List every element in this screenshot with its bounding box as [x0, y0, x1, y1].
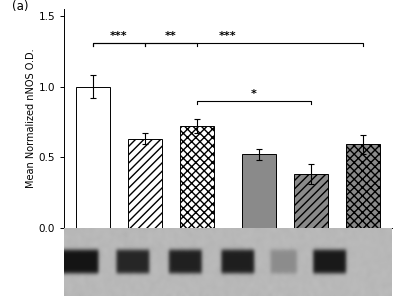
- Bar: [242, 154, 276, 228]
- Text: *: *: [251, 89, 257, 99]
- Bar: [128, 139, 162, 228]
- Bar: [294, 174, 328, 228]
- Bar: [346, 144, 380, 228]
- Text: NE: NE: [304, 280, 318, 290]
- Text: **: **: [165, 31, 177, 41]
- Y-axis label: Mean Normalized nNOS O.D.: Mean Normalized nNOS O.D.: [26, 49, 36, 188]
- Bar: [180, 126, 214, 228]
- Text: ***: ***: [219, 31, 237, 41]
- Bar: [76, 87, 110, 228]
- Text: (a): (a): [12, 0, 28, 13]
- Text: ***: ***: [110, 31, 128, 41]
- Text: Veh: Veh: [135, 280, 154, 290]
